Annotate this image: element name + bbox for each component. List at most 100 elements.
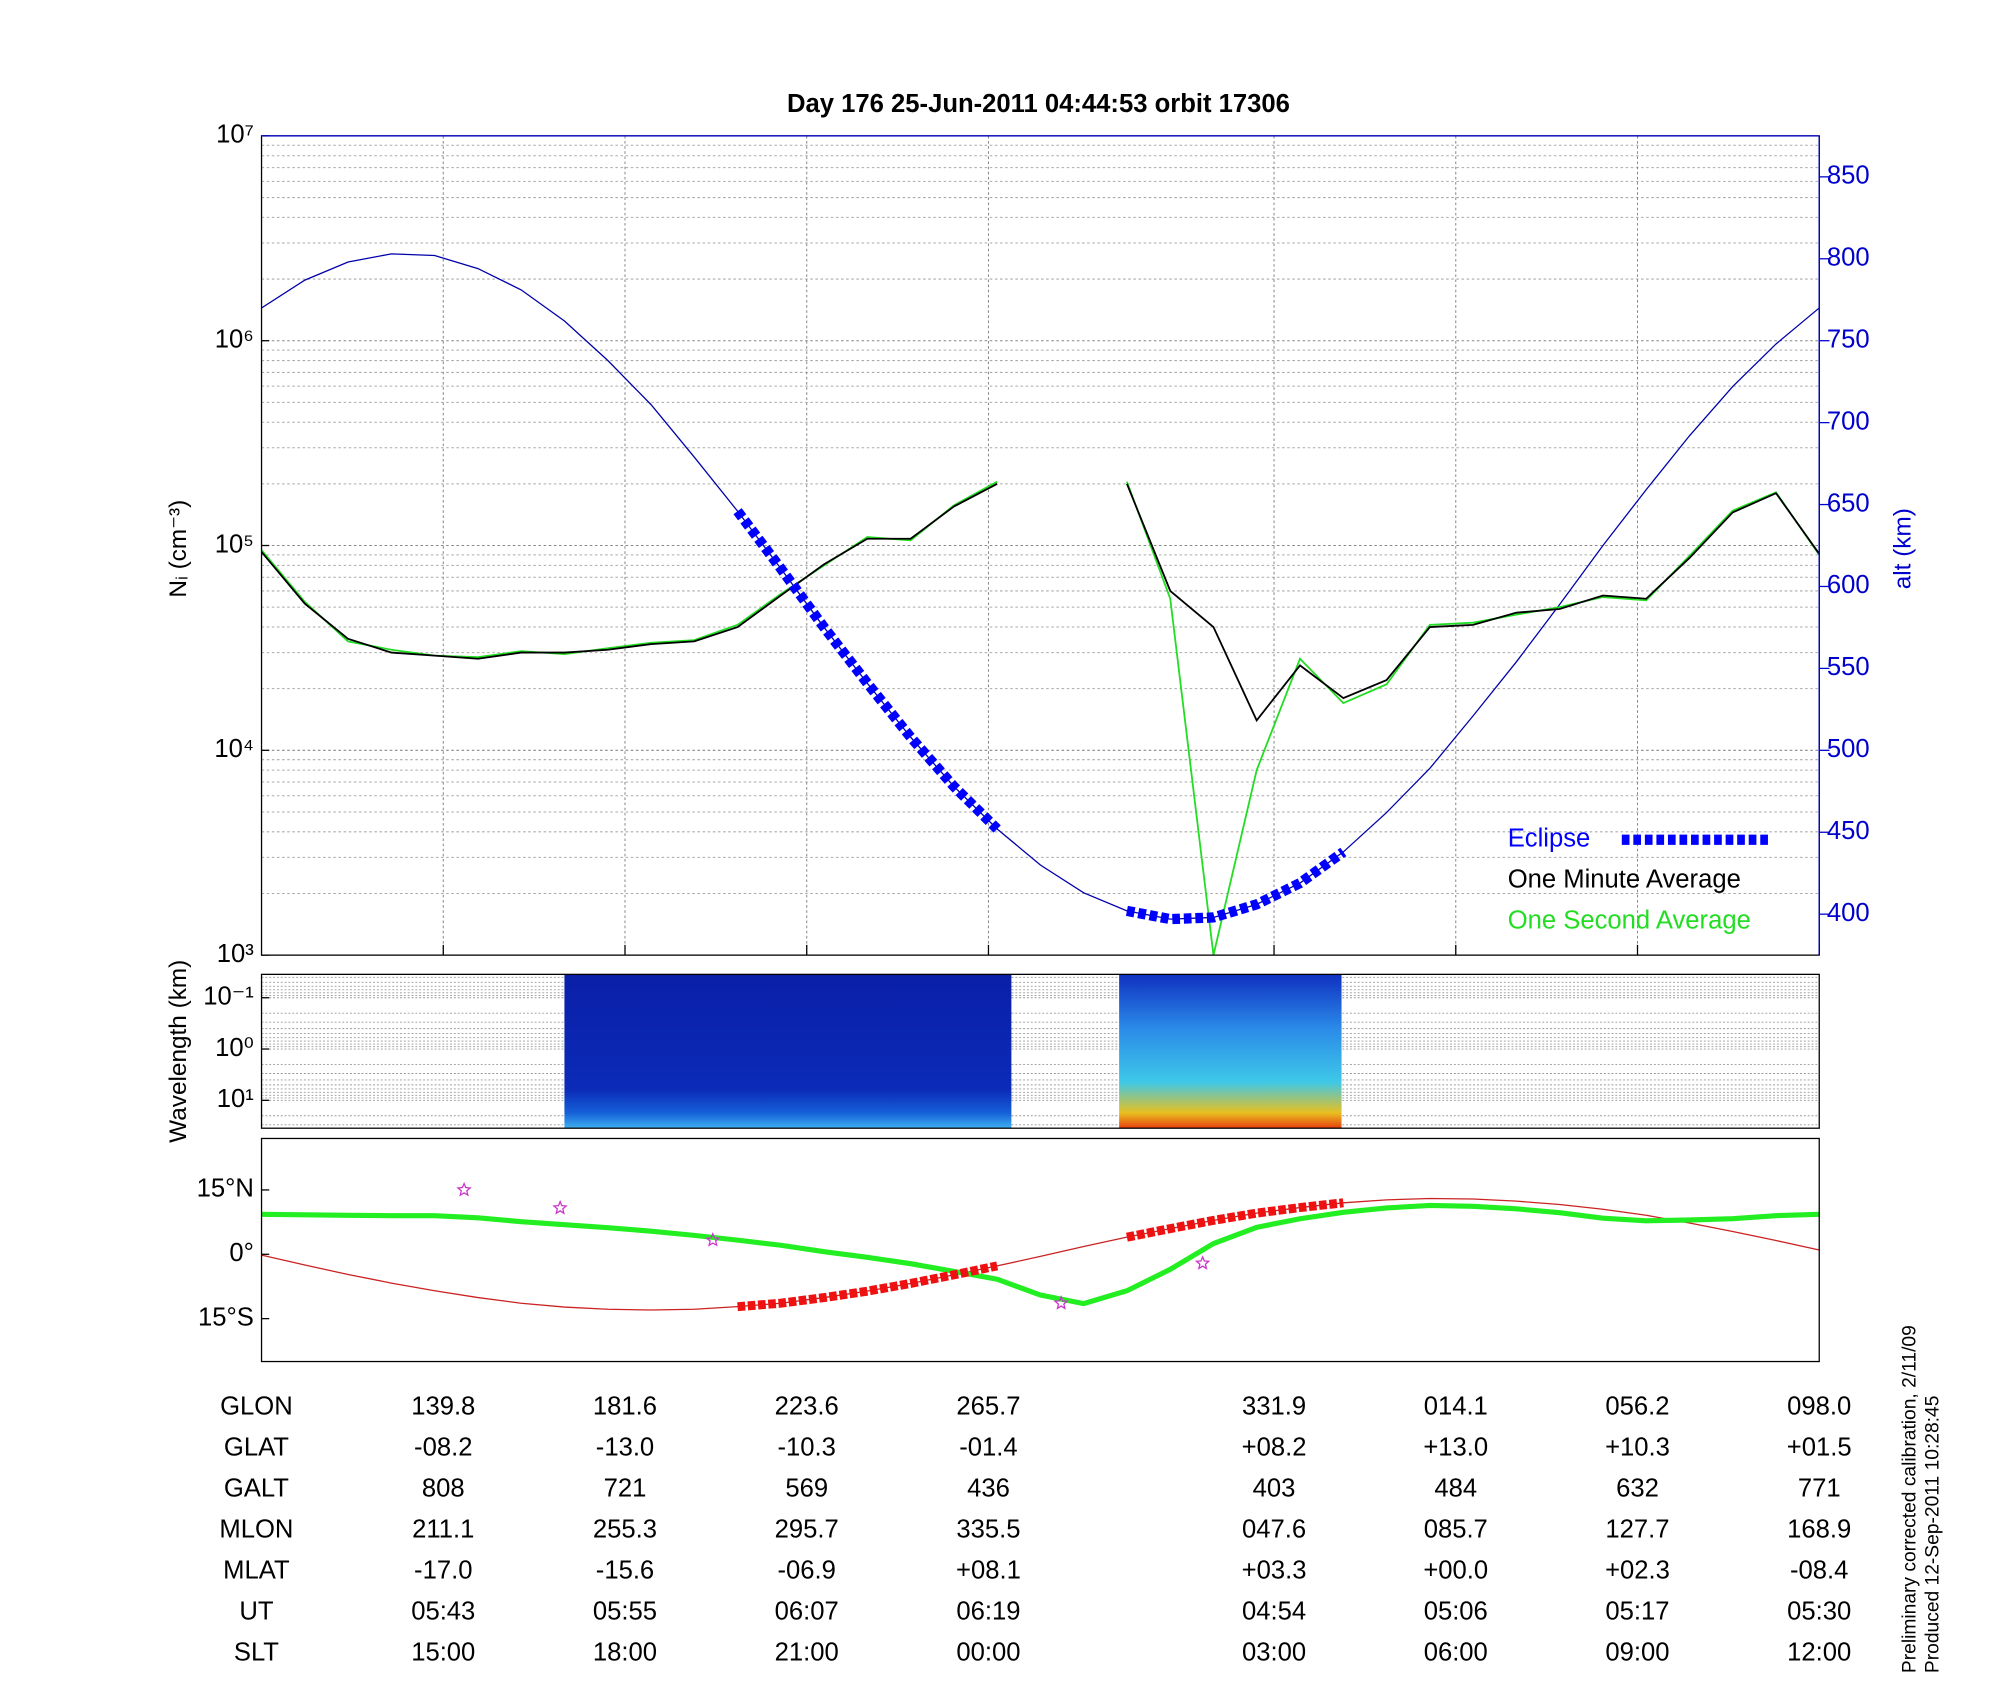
table-row-label: SLT <box>234 1639 279 1667</box>
y-tick-label: 15°N <box>197 1175 254 1203</box>
spectrogram-block <box>564 974 1012 1129</box>
table-row-label: GLON <box>220 1392 293 1420</box>
spectrogram-y-label: Wavelength (km) <box>165 960 192 1143</box>
table-cell: -10.3 <box>778 1433 836 1461</box>
station-star <box>552 1199 568 1215</box>
table-cell: 014.1 <box>1424 1392 1488 1420</box>
station-star <box>1194 1255 1211 1270</box>
table-cell: 265.7 <box>956 1392 1020 1420</box>
spectrogram-block <box>1119 974 1342 1129</box>
footnote: Preliminary corrected calibration, 2/11/… <box>1899 1325 1920 1673</box>
map-plot-data <box>261 1138 1820 1362</box>
y2-tick-label: 800 <box>1827 244 1870 272</box>
y-tick-label: 10⁻¹ <box>203 983 254 1011</box>
table-cell: 00:00 <box>956 1639 1020 1667</box>
eclipse-line <box>733 508 1347 925</box>
table-cell: 06:00 <box>1424 1639 1488 1667</box>
y-tick-label: 10⁶ <box>215 325 254 353</box>
table-cell: 403 <box>1253 1475 1296 1503</box>
table-cell: +02.3 <box>1605 1557 1670 1585</box>
table-cell: +10.3 <box>1605 1433 1670 1461</box>
y2-tick-label: 500 <box>1827 735 1870 763</box>
table-cell: 255.3 <box>593 1516 657 1544</box>
table-cell: 09:00 <box>1605 1639 1669 1667</box>
table-cell: -08.2 <box>414 1433 472 1461</box>
y-tick-label: 10⁵ <box>215 530 254 558</box>
map-area <box>261 1138 1820 1362</box>
y2-tick-label: 550 <box>1827 653 1870 681</box>
table-cell: 12:00 <box>1787 1639 1851 1667</box>
table-cell: 04:54 <box>1242 1598 1306 1626</box>
table-cell: 295.7 <box>775 1516 839 1544</box>
table-cell: 211.1 <box>412 1516 474 1544</box>
legend-label: One Second Average <box>1508 907 1751 935</box>
data-line <box>261 480 1820 956</box>
table-cell: 335.5 <box>956 1516 1020 1544</box>
table-cell: 181.6 <box>593 1392 657 1420</box>
table-cell: 632 <box>1616 1475 1659 1503</box>
eclipse-track <box>737 1198 1344 1312</box>
table-cell: 21:00 <box>775 1639 839 1667</box>
y2-tick-label: 400 <box>1827 899 1870 927</box>
table-cell: 05:55 <box>593 1598 657 1626</box>
table-cell: 18:00 <box>593 1639 657 1667</box>
table-cell: 771 <box>1798 1475 1841 1503</box>
table-cell: 436 <box>967 1475 1010 1503</box>
table-cell: +08.2 <box>1242 1433 1307 1461</box>
table-cell: +01.5 <box>1787 1433 1852 1461</box>
table-cell: 808 <box>422 1475 465 1503</box>
y-tick-label: 10⁷ <box>216 121 254 149</box>
table-cell: 05:06 <box>1424 1598 1488 1626</box>
table-cell: 05:30 <box>1787 1598 1851 1626</box>
y2-axis-label: alt (km) <box>1889 508 1916 589</box>
table-cell: 05:43 <box>411 1598 475 1626</box>
spectrogram-frame <box>260 973 1820 1129</box>
table-cell: 331.9 <box>1242 1392 1306 1420</box>
table-cell: 15:00 <box>411 1639 475 1667</box>
chart-title: Day 176 25-Jun-2011 04:44:53 orbit 17306 <box>787 90 1290 118</box>
y-axis-label: Nᵢ (cm⁻³) <box>165 500 192 598</box>
y2-tick-label: 450 <box>1827 817 1870 845</box>
track-line <box>261 1197 1820 1311</box>
table-cell: 139.8 <box>411 1392 475 1420</box>
table-cell: 098.0 <box>1787 1392 1851 1420</box>
table-cell: -08.4 <box>1790 1557 1848 1585</box>
track-line <box>261 1202 1820 1307</box>
footnote: Produced 12-Sep-2011 10:28:45 <box>1922 1396 1943 1673</box>
y2-tick-label: 700 <box>1827 407 1870 435</box>
y-tick-label: 15°S <box>198 1303 254 1331</box>
table-cell: -13.0 <box>596 1433 654 1461</box>
table-cell: -01.4 <box>959 1433 1017 1461</box>
table-cell: +00.0 <box>1423 1557 1488 1585</box>
y2-tick-label: 600 <box>1827 571 1870 599</box>
table-row-label: MLON <box>219 1516 293 1544</box>
table-row-label: UT <box>239 1598 274 1626</box>
table-cell: 03:00 <box>1242 1639 1306 1667</box>
table-cell: 569 <box>785 1475 828 1503</box>
table-row-label: GLAT <box>224 1433 289 1461</box>
table-cell: 223.6 <box>775 1392 839 1420</box>
table-cell: -17.0 <box>414 1557 472 1585</box>
table-cell: -06.9 <box>778 1557 836 1585</box>
table-cell: 05:17 <box>1605 1598 1669 1626</box>
table-cell: 168.9 <box>1787 1516 1851 1544</box>
y-tick-label: 10⁰ <box>215 1034 254 1062</box>
table-cell: -15.6 <box>596 1557 654 1585</box>
station-star <box>456 1181 472 1197</box>
y2-tick-label: 850 <box>1827 162 1870 190</box>
data-line <box>261 253 1820 920</box>
table-cell: +13.0 <box>1423 1433 1488 1461</box>
table-cell: +08.1 <box>956 1557 1021 1585</box>
y-tick-label: 10¹ <box>217 1085 254 1113</box>
table-cell: 721 <box>604 1475 647 1503</box>
data-line <box>261 483 1820 723</box>
spectrogram-area <box>261 974 1820 1129</box>
y-tick-label: 10³ <box>217 940 255 968</box>
station-star <box>1053 1295 1069 1310</box>
table-cell: 06:07 <box>775 1598 839 1626</box>
table-cell: 127.7 <box>1605 1516 1669 1544</box>
table-row-label: MLAT <box>223 1557 290 1585</box>
map-frame <box>260 1137 1820 1363</box>
legend-label: One Minute Average <box>1508 866 1741 894</box>
